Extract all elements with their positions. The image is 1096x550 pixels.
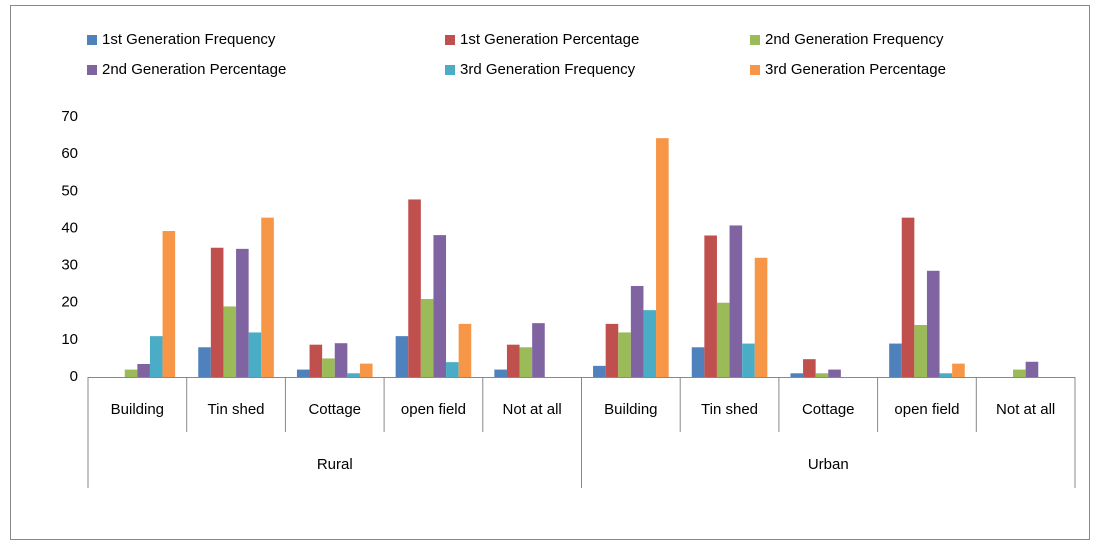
bar (210, 247, 224, 377)
bar (939, 373, 953, 377)
bar (605, 323, 619, 377)
bar (1013, 369, 1026, 377)
legend-swatch (445, 65, 455, 75)
bar (926, 270, 940, 377)
bar (494, 369, 507, 377)
bar (359, 363, 373, 377)
bar (729, 225, 743, 377)
bar (506, 344, 520, 377)
legend-swatch (87, 35, 97, 45)
legend-swatch (87, 65, 97, 75)
y-tick-label: 70 (61, 108, 78, 125)
bar (643, 310, 657, 377)
y-tick-label: 20 (61, 294, 78, 311)
legend-label: 3rd Generation Frequency (460, 61, 636, 78)
bar (593, 365, 606, 377)
bar (803, 359, 816, 377)
bar (630, 286, 644, 377)
group-label: Urban (808, 456, 849, 473)
bar (754, 257, 768, 377)
bar (433, 235, 447, 377)
bar (446, 362, 459, 377)
bar (716, 302, 730, 377)
x-tick-label: Not at all (503, 401, 562, 418)
y-tick-label: 10 (61, 331, 78, 348)
legend-label: 2nd Generation Frequency (765, 31, 944, 48)
bar (223, 306, 237, 377)
y-tick-label: 0 (70, 368, 78, 385)
bar (347, 373, 360, 377)
bar (618, 332, 631, 377)
y-tick-label: 50 (61, 182, 78, 199)
bar (656, 138, 669, 377)
group-label: Rural (317, 456, 353, 473)
bar (532, 323, 545, 377)
y-tick-label: 40 (61, 219, 78, 236)
bar (334, 343, 348, 377)
x-tick-label: Building (111, 401, 164, 418)
bar (149, 336, 163, 377)
bar (901, 217, 915, 377)
x-tick-label: Not at all (996, 401, 1055, 418)
legend-swatch (750, 65, 760, 75)
bar (261, 217, 274, 377)
x-tick-label: Cottage (308, 401, 361, 418)
x-tick-label: Tin shed (208, 401, 265, 418)
bar (742, 343, 755, 377)
x-tick-label: open field (401, 401, 466, 418)
x-tick-label: Cottage (802, 401, 855, 418)
y-tick-label: 30 (61, 257, 78, 274)
bar (248, 332, 262, 377)
bar (395, 336, 409, 377)
bar (828, 369, 841, 377)
bar (519, 347, 533, 377)
bar (458, 323, 472, 377)
bar (236, 248, 249, 377)
bar (124, 369, 138, 377)
bar (889, 343, 902, 377)
bar (322, 358, 335, 377)
bar (408, 199, 421, 377)
bar (296, 369, 310, 377)
bar (1025, 361, 1039, 377)
x-tick-label: Building (604, 401, 657, 418)
bar (952, 363, 965, 377)
legend-label: 2nd Generation Percentage (102, 61, 286, 78)
bar (198, 347, 211, 377)
legend-label: 1st Generation Percentage (460, 31, 639, 48)
bar (162, 231, 176, 377)
bar (137, 364, 150, 377)
bar (420, 299, 434, 377)
legend-swatch (750, 35, 760, 45)
x-tick-label: open field (894, 401, 959, 418)
bar (309, 344, 323, 377)
bar (790, 373, 804, 377)
x-tick-label: Tin shed (701, 401, 758, 418)
y-tick-label: 60 (61, 145, 78, 162)
bar (815, 373, 829, 377)
bar (704, 235, 717, 377)
bar (914, 325, 927, 377)
legend-label: 3rd Generation Percentage (765, 61, 946, 78)
legend-swatch (445, 35, 455, 45)
bar (691, 347, 705, 377)
legend-label: 1st Generation Frequency (102, 31, 276, 48)
